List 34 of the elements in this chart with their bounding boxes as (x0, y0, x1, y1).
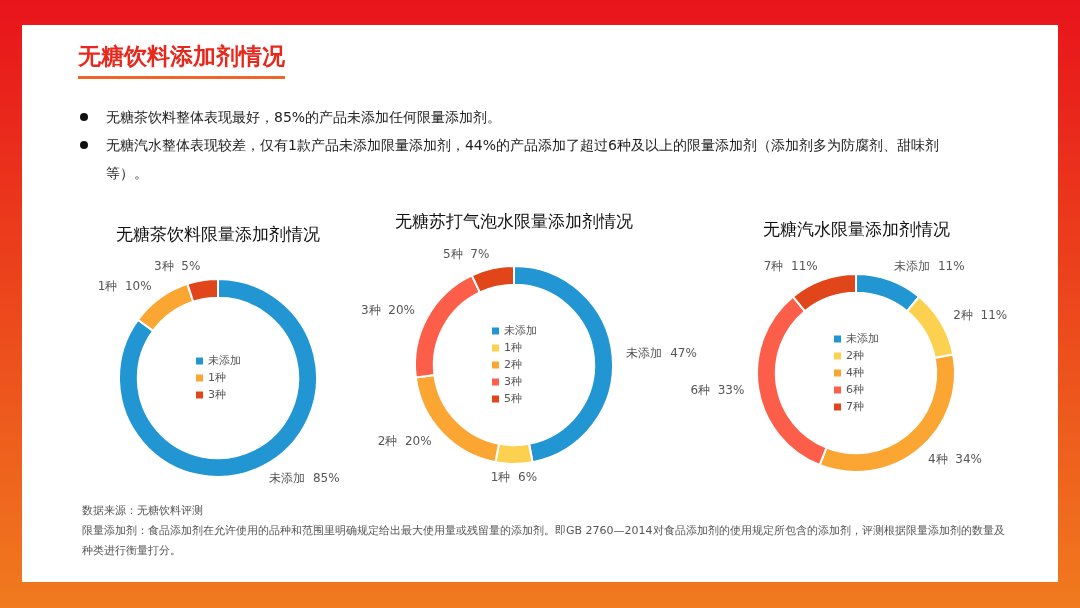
chart-title: 无糖汽水限量添加剂情况 (761, 218, 951, 241)
legend-label: 6种 (846, 382, 864, 396)
legend-label: 3种 (208, 387, 226, 401)
category-label: 3种 20% (361, 302, 415, 317)
category-label: 1种 10% (97, 278, 152, 293)
legend-label: 3种 (504, 374, 522, 388)
category-label: 2种 11% (953, 307, 1008, 322)
category-label: 未添加 47% (626, 346, 697, 361)
legend-label: 未添加 (846, 331, 879, 345)
category-label: 5种 7% (443, 246, 490, 261)
category-label: 未添加 11% (894, 258, 965, 273)
category-label: 6种 33% (690, 382, 745, 397)
legend-label: 5种 (504, 391, 522, 405)
category-label: 7种 11% (763, 258, 818, 273)
legend-label: 未添加 (504, 323, 537, 337)
legend-label: 1种 (208, 370, 226, 384)
text: 无糖茶饮料整体表现最好，85%的产品未添加任何限量添加剂。 (78, 103, 963, 131)
text: 无糖饮料添加剂情况 (78, 41, 285, 79)
text: 无糖汽水整体表现较差，仅有1款产品未添加限量添加剂，44%的产品添加了超过6种及以上的限量添加剂（添加剂多为防腐剂、甜味剂等）。 (78, 131, 963, 187)
category-label: 3种 5% (154, 258, 201, 273)
legend-label: 2种 (846, 348, 864, 362)
text: 限量添加剂：食品添加剂在允许使用的品种和范围里明确规定给出最大使用量或残留量的添加剂。即GB 2760—2014对食品添加剂的使用规定所包含的添加剂，评测根据限量添加剂的数量及种类进行衡量打分。 (82, 523, 1006, 559)
category-label: 未添加 85% (269, 470, 340, 485)
legend-label: 1种 (504, 340, 522, 354)
chart-title: 无糖苏打气泡水限量添加剂情况 (395, 211, 633, 231)
legend-label: 未添加 (208, 353, 241, 367)
source-note: 数据来源：无糖饮料评测 (82, 503, 204, 519)
legend-label: 4种 (846, 365, 864, 379)
legend-label: 2种 (504, 357, 522, 371)
category-label: 4种 34% (928, 452, 982, 467)
chart-title: 无糖茶饮料限量添加剂情况 (116, 224, 320, 244)
legend-label: 7种 (846, 399, 864, 413)
category-label: 2种 20% (377, 434, 432, 449)
category-label: 1种 6% (490, 470, 538, 485)
